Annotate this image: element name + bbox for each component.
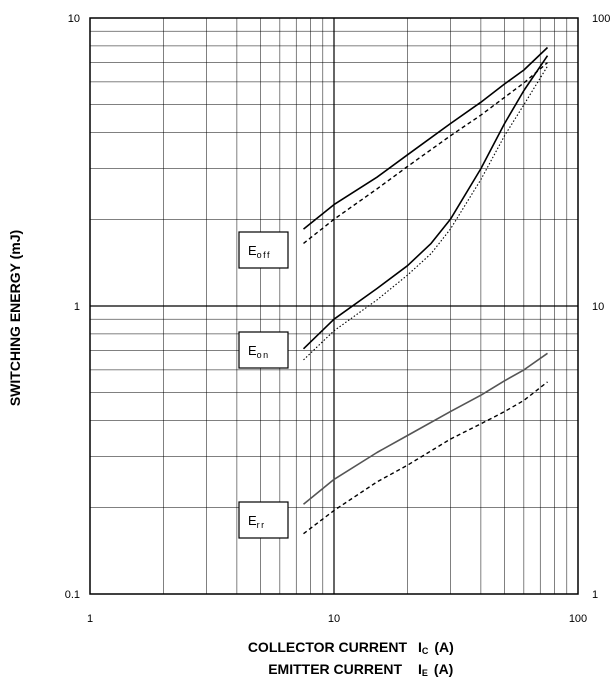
series-group: [302, 46, 549, 535]
series-label-box: Eon: [238, 331, 289, 369]
x-tick-label: 100: [569, 613, 587, 625]
x-tick-label: 1: [87, 613, 93, 625]
series-label-subscript: on: [257, 350, 270, 360]
series-label-subscript: off: [257, 250, 271, 260]
series-line-2: [302, 55, 549, 350]
label-box-frame: [238, 231, 289, 269]
y2-tick-label: 10: [592, 301, 604, 313]
plot-frame: [89, 17, 579, 595]
series-line-0: [302, 46, 549, 230]
series-label-subscript: rr: [257, 520, 266, 530]
series-label-box: Eoff: [238, 231, 289, 269]
series-label-main: E: [248, 513, 257, 528]
series-label-box: Err: [238, 501, 289, 539]
series-label-main: E: [248, 343, 257, 358]
y-tick-label: 0.1: [65, 589, 80, 601]
y2-tick-label: 1: [592, 589, 598, 601]
y-axis-label: SWITCHING ENERGY (mJ): [7, 230, 23, 406]
x-axis-symbol-i-c: I: [418, 639, 422, 655]
x-axis-subscript-c: C: [422, 646, 429, 656]
x-axis-unit-line1: (A): [434, 639, 453, 655]
x-axis-label-line2: EMITTER CURRENT: [268, 661, 402, 677]
x-axis-unit-line2: (A): [434, 661, 453, 677]
x-axis-symbol-i-e: I: [418, 661, 422, 677]
x-axis-subscript-e: E: [422, 668, 428, 678]
series-line-4: [302, 352, 548, 505]
y-tick-label: 1: [74, 301, 80, 313]
tick-labels: 1 10 100 0.1 1 10 1 10 100: [65, 13, 611, 625]
x-axis-symbol-line1: IC (A): [418, 639, 454, 656]
x-axis-symbol-line2: IE (A): [418, 661, 453, 678]
x-tick-label: 10: [328, 613, 340, 625]
series-label-text: Eon: [248, 343, 270, 360]
label-box-frame: [238, 501, 289, 539]
label-box-frame: [238, 331, 289, 369]
y2-tick-label: 100: [592, 13, 610, 25]
grid: [90, 18, 578, 594]
series-line-1: [303, 62, 548, 244]
series-label-main: E: [248, 243, 257, 258]
y-tick-label: 10: [68, 13, 80, 25]
x-axis-label-line1: COLLECTOR CURRENT: [248, 639, 408, 655]
series-line-5: [303, 381, 548, 535]
series-line-3: [303, 65, 548, 361]
series-label-text: Err: [248, 513, 266, 530]
series-label-text: Eoff: [248, 243, 271, 260]
